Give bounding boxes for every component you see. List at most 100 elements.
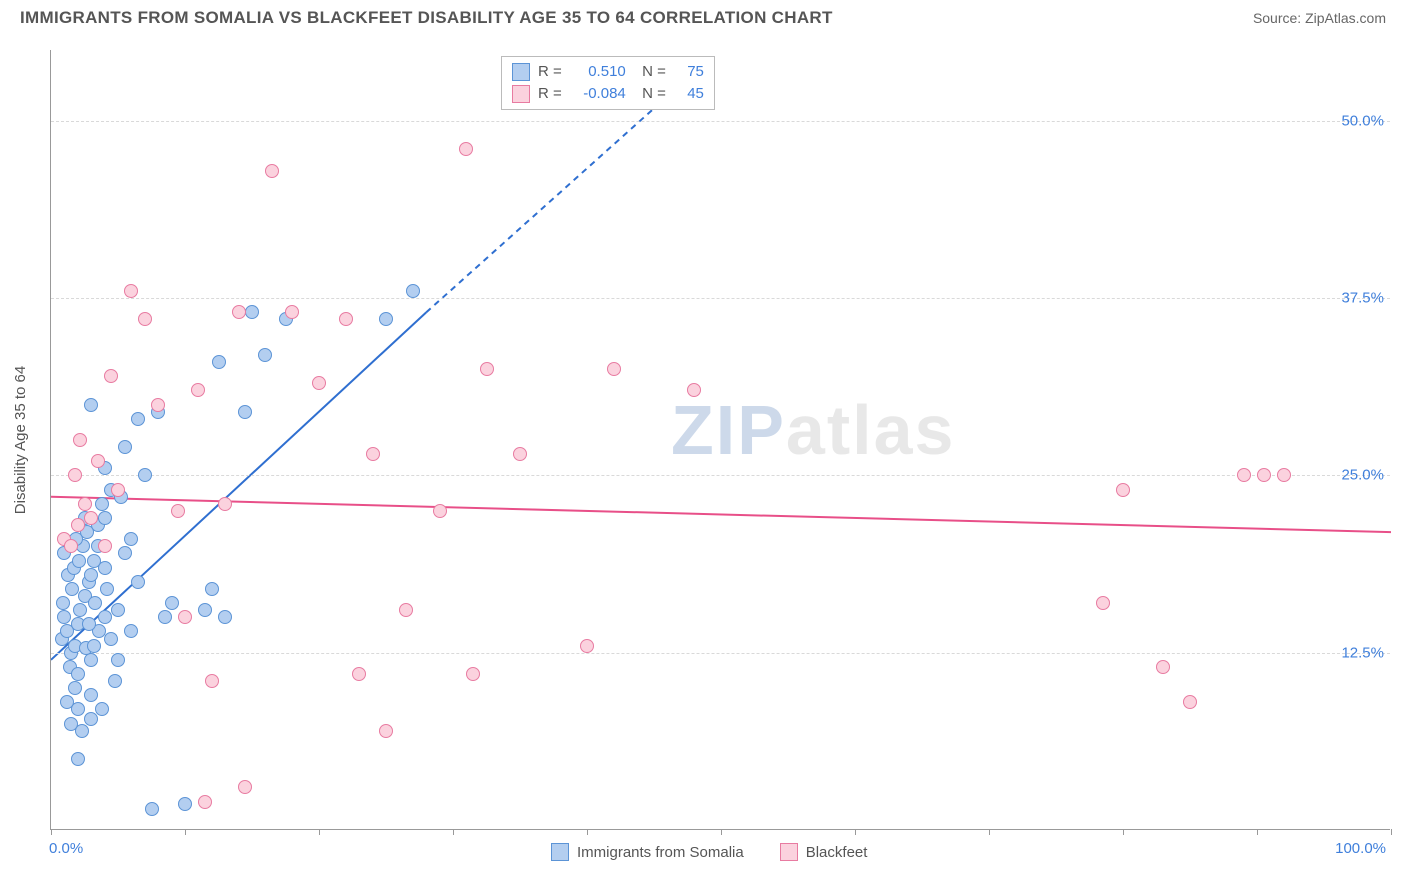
scatter-point <box>118 546 132 560</box>
scatter-point <box>379 724 393 738</box>
scatter-point <box>100 582 114 596</box>
x-tick <box>855 829 856 835</box>
scatter-point <box>158 610 172 624</box>
scatter-point <box>84 511 98 525</box>
scatter-point <box>238 405 252 419</box>
scatter-point <box>580 639 594 653</box>
stat-n-label: N = <box>634 61 666 83</box>
scatter-point <box>78 497 92 511</box>
x-tick <box>1391 829 1392 835</box>
chart-title: IMMIGRANTS FROM SOMALIA VS BLACKFEET DIS… <box>20 8 833 28</box>
gridline-h <box>51 653 1390 654</box>
scatter-point <box>687 383 701 397</box>
x-tick <box>721 829 722 835</box>
x-tick-label: 0.0% <box>49 840 83 857</box>
x-tick <box>453 829 454 835</box>
series-swatch <box>551 843 569 861</box>
scatter-point <box>258 348 272 362</box>
scatter-point <box>171 504 185 518</box>
scatter-point <box>56 596 70 610</box>
series-swatch <box>512 85 530 103</box>
scatter-point <box>433 504 447 518</box>
scatter-point <box>151 398 165 412</box>
scatter-point <box>379 312 393 326</box>
legend-item: Blackfeet <box>780 843 868 861</box>
gridline-h <box>51 475 1390 476</box>
legend: Immigrants from Somalia Blackfeet <box>551 843 867 861</box>
scatter-point <box>1096 596 1110 610</box>
scatter-point <box>312 376 326 390</box>
scatter-point <box>198 603 212 617</box>
scatter-point <box>205 674 219 688</box>
x-tick <box>1257 829 1258 835</box>
x-tick <box>319 829 320 835</box>
scatter-point <box>1277 468 1291 482</box>
scatter-point <box>138 312 152 326</box>
scatter-point <box>232 305 246 319</box>
scatter-point <box>104 632 118 646</box>
scatter-point <box>1116 483 1130 497</box>
scatter-point <box>98 561 112 575</box>
stat-n-value: 75 <box>674 61 704 83</box>
scatter-point <box>131 412 145 426</box>
scatter-point <box>218 610 232 624</box>
scatter-point <box>95 702 109 716</box>
scatter-point <box>108 674 122 688</box>
scatter-point <box>1183 695 1197 709</box>
plot-area: ZIPatlas 12.5%25.0%37.5%50.0%0.0%100.0%R… <box>50 50 1390 830</box>
scatter-point <box>84 568 98 582</box>
scatter-point <box>64 539 78 553</box>
watermark-zip: ZIP <box>671 391 786 469</box>
stat-r-label: R = <box>538 61 562 83</box>
watermark-atlas: atlas <box>786 391 956 469</box>
scatter-point <box>73 433 87 447</box>
scatter-point <box>57 610 71 624</box>
scatter-point <box>480 362 494 376</box>
correlation-stat-box: R =0.510 N =75R =-0.084 N =45 <box>501 56 715 110</box>
legend-label: Blackfeet <box>806 844 868 861</box>
scatter-point <box>352 667 366 681</box>
stat-n-value: 45 <box>674 83 704 105</box>
scatter-point <box>124 624 138 638</box>
scatter-point <box>607 362 621 376</box>
scatter-point <box>238 780 252 794</box>
gridline-h <box>51 121 1390 122</box>
scatter-point <box>178 610 192 624</box>
scatter-point <box>198 795 212 809</box>
stat-row: R =-0.084 N =45 <box>512 83 704 105</box>
scatter-point <box>75 724 89 738</box>
series-swatch <box>780 843 798 861</box>
scatter-point <box>71 702 85 716</box>
scatter-point <box>73 603 87 617</box>
x-tick <box>185 829 186 835</box>
scatter-point <box>285 305 299 319</box>
scatter-point <box>84 688 98 702</box>
scatter-point <box>111 603 125 617</box>
stat-n-label: N = <box>634 83 666 105</box>
scatter-point <box>265 164 279 178</box>
scatter-point <box>84 398 98 412</box>
scatter-point <box>124 532 138 546</box>
scatter-point <box>118 440 132 454</box>
scatter-point <box>406 284 420 298</box>
scatter-point <box>165 596 179 610</box>
scatter-point <box>1156 660 1170 674</box>
scatter-point <box>87 639 101 653</box>
stat-r-value: 0.510 <box>570 61 626 83</box>
source-label: Source: ZipAtlas.com <box>1253 10 1386 26</box>
y-tick-label: 37.5% <box>1341 290 1384 307</box>
series-swatch <box>512 63 530 81</box>
chart-container: ZIPatlas 12.5%25.0%37.5%50.0%0.0%100.0%R… <box>50 50 1390 830</box>
scatter-point <box>191 383 205 397</box>
scatter-point <box>88 596 102 610</box>
x-tick-label: 100.0% <box>1335 840 1386 857</box>
trend-line <box>51 497 1391 532</box>
scatter-point <box>212 355 226 369</box>
scatter-point <box>71 752 85 766</box>
legend-label: Immigrants from Somalia <box>577 844 744 861</box>
scatter-point <box>138 468 152 482</box>
y-axis-title: Disability Age 35 to 64 <box>12 366 29 514</box>
gridline-h <box>51 298 1390 299</box>
scatter-point <box>124 284 138 298</box>
y-tick-label: 50.0% <box>1341 112 1384 129</box>
